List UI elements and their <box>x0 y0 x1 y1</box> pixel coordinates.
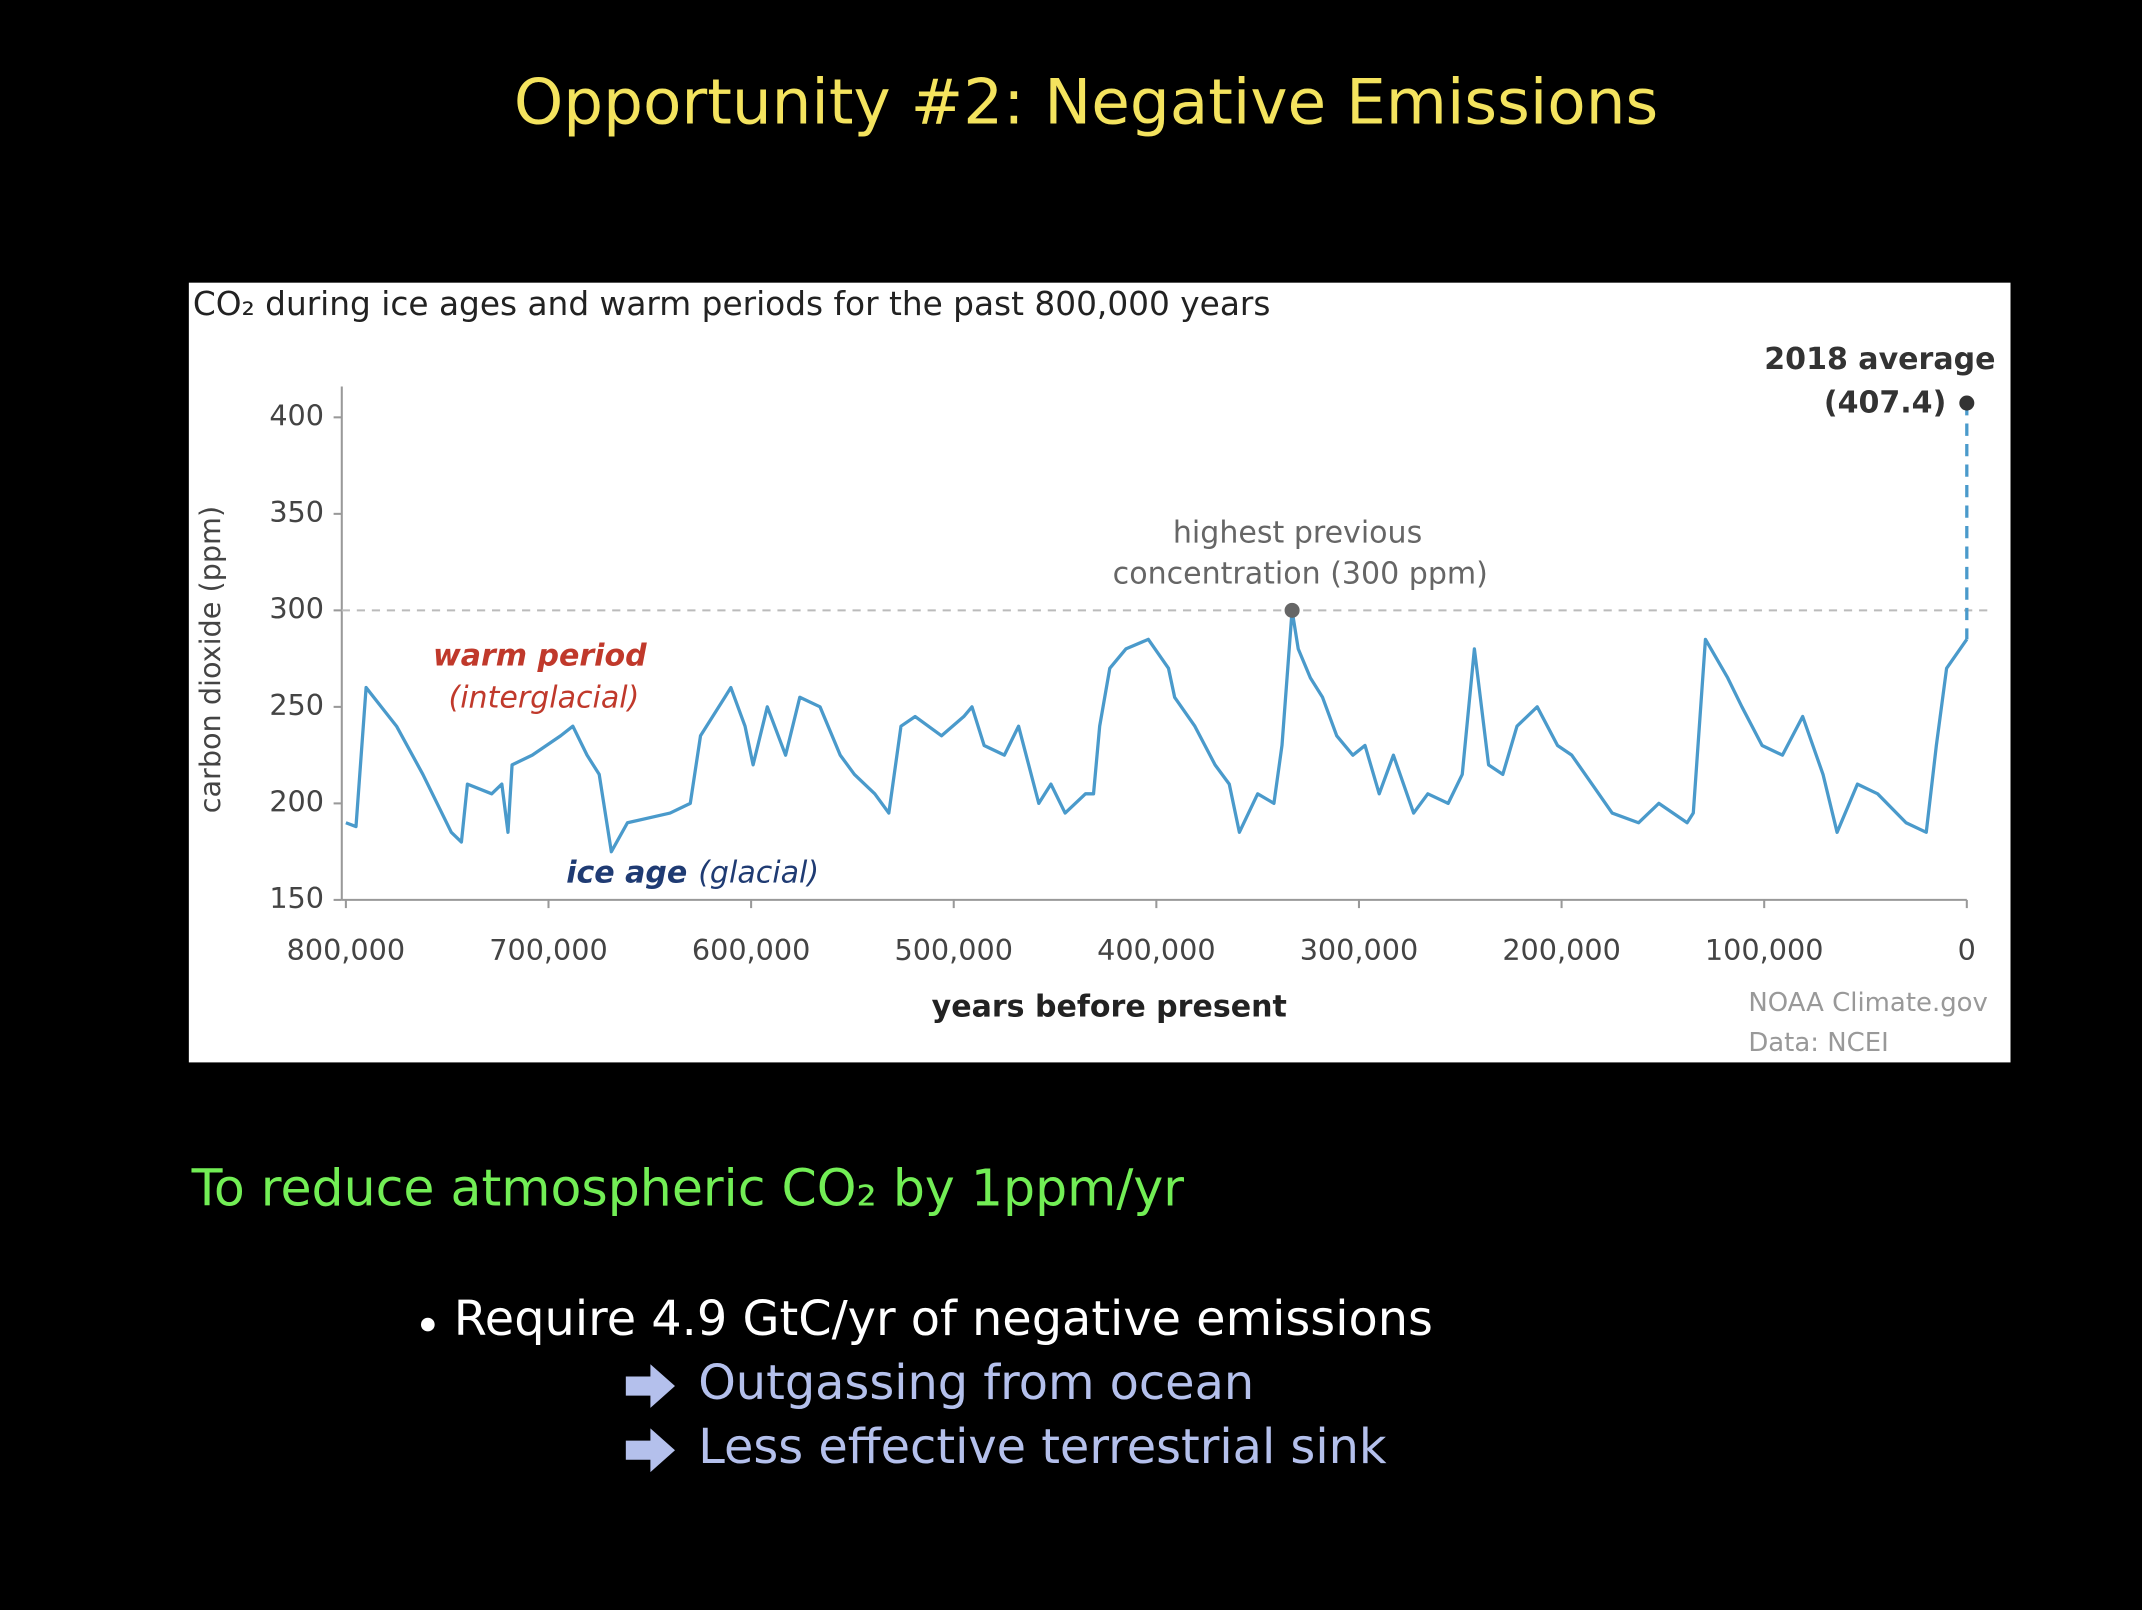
x-tick-label: 800,000 <box>287 933 406 967</box>
chart-panel <box>188 282 2011 1063</box>
ice-label-sub: (glacial) <box>698 855 819 890</box>
x-tick-label: 700,000 <box>489 933 608 967</box>
x-tick-label: 100,000 <box>1705 933 1824 967</box>
x-axis-label: years before present <box>932 989 1287 1024</box>
warm-label-sub: (interglacial) <box>448 681 639 716</box>
y-tick-label: 250 <box>269 688 324 722</box>
bullet-dot <box>420 1317 435 1332</box>
y-tick-label: 400 <box>269 398 324 432</box>
x-tick-label: 500,000 <box>894 933 1013 967</box>
x-tick-label: 400,000 <box>1097 933 1216 967</box>
slide-title: Opportunity #2: Negative Emissions <box>514 66 1658 139</box>
x-tick-label: 0 <box>1958 933 1976 967</box>
chart-title: CO₂ during ice ages and warm periods for… <box>193 285 1271 323</box>
co2-line <box>345 608 1969 854</box>
y-axis-label: carbon dioxide (ppm) <box>193 506 227 813</box>
sub-bullet: Outgassing from ocean <box>698 1356 1254 1411</box>
y-tick-label: 300 <box>269 591 324 625</box>
annotation-point <box>1284 602 1300 618</box>
annotation-point <box>1959 395 1975 411</box>
annotation-text: 2018 average <box>1764 342 1995 377</box>
ice-label: ice age <box>566 855 687 890</box>
annotation-text: highest previous <box>1173 515 1422 550</box>
arrow-icon <box>625 1428 675 1473</box>
source: Data: NCEI <box>1748 1028 1888 1058</box>
y-tick-label: 200 <box>269 784 324 818</box>
heading: To reduce atmospheric CO₂ by 1ppm/yr <box>191 1159 1185 1218</box>
bullet: Require 4.9 GtC/yr of negative emissions <box>454 1292 1433 1347</box>
y-tick-label: 350 <box>269 495 324 529</box>
annotation-text: (407.4) <box>1824 386 1946 421</box>
sub-bullet: Less effective terrestrial sink <box>698 1420 1387 1475</box>
y-tick-label: 150 <box>269 881 324 915</box>
arrow-icon <box>625 1364 675 1408</box>
x-tick-label: 200,000 <box>1502 933 1621 967</box>
x-tick-label: 300,000 <box>1300 933 1419 967</box>
annotation-text: concentration (300 ppm) <box>1113 556 1488 591</box>
source: NOAA Climate.gov <box>1748 988 1988 1018</box>
warm-label: warm period <box>433 638 647 673</box>
x-tick-label: 600,000 <box>692 933 811 967</box>
